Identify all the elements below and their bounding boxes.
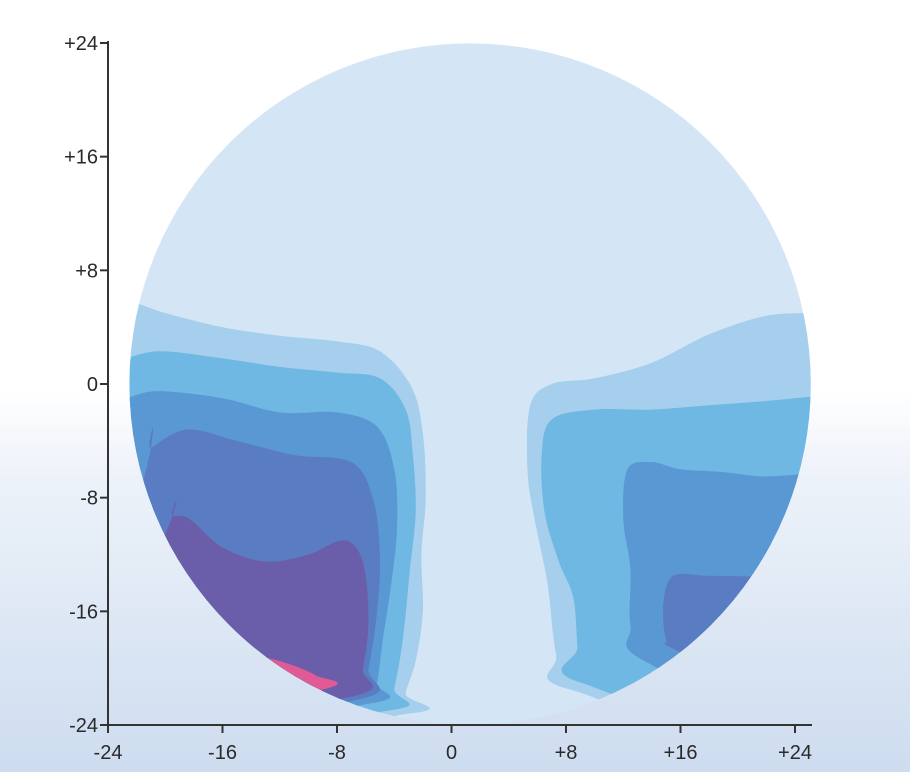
x-tick-label: 0: [446, 742, 457, 764]
y-tick-label: -16: [69, 601, 98, 623]
x-tick-label: -24: [94, 742, 123, 764]
y-tick-label: +8: [75, 260, 98, 282]
axes: +24 +16 +8 0 -8 -16 -24 -24 -16 -8 0 +8 +16 +24: [64, 33, 812, 764]
y-tick-label: +24: [64, 33, 98, 55]
contour-region-right-level-5: [662, 556, 811, 725]
y-tick-label: +16: [64, 147, 98, 169]
x-tick-label: +16: [664, 742, 698, 764]
y-tick-label: 0: [87, 374, 98, 396]
x-tick-label: +8: [555, 742, 578, 764]
y-tick-label: -8: [80, 488, 98, 510]
x-tick-label: +24: [778, 742, 812, 764]
x-tick-label: -16: [208, 742, 237, 764]
y-tick-label: -24: [69, 715, 98, 737]
x-tick-label: -8: [328, 742, 346, 764]
